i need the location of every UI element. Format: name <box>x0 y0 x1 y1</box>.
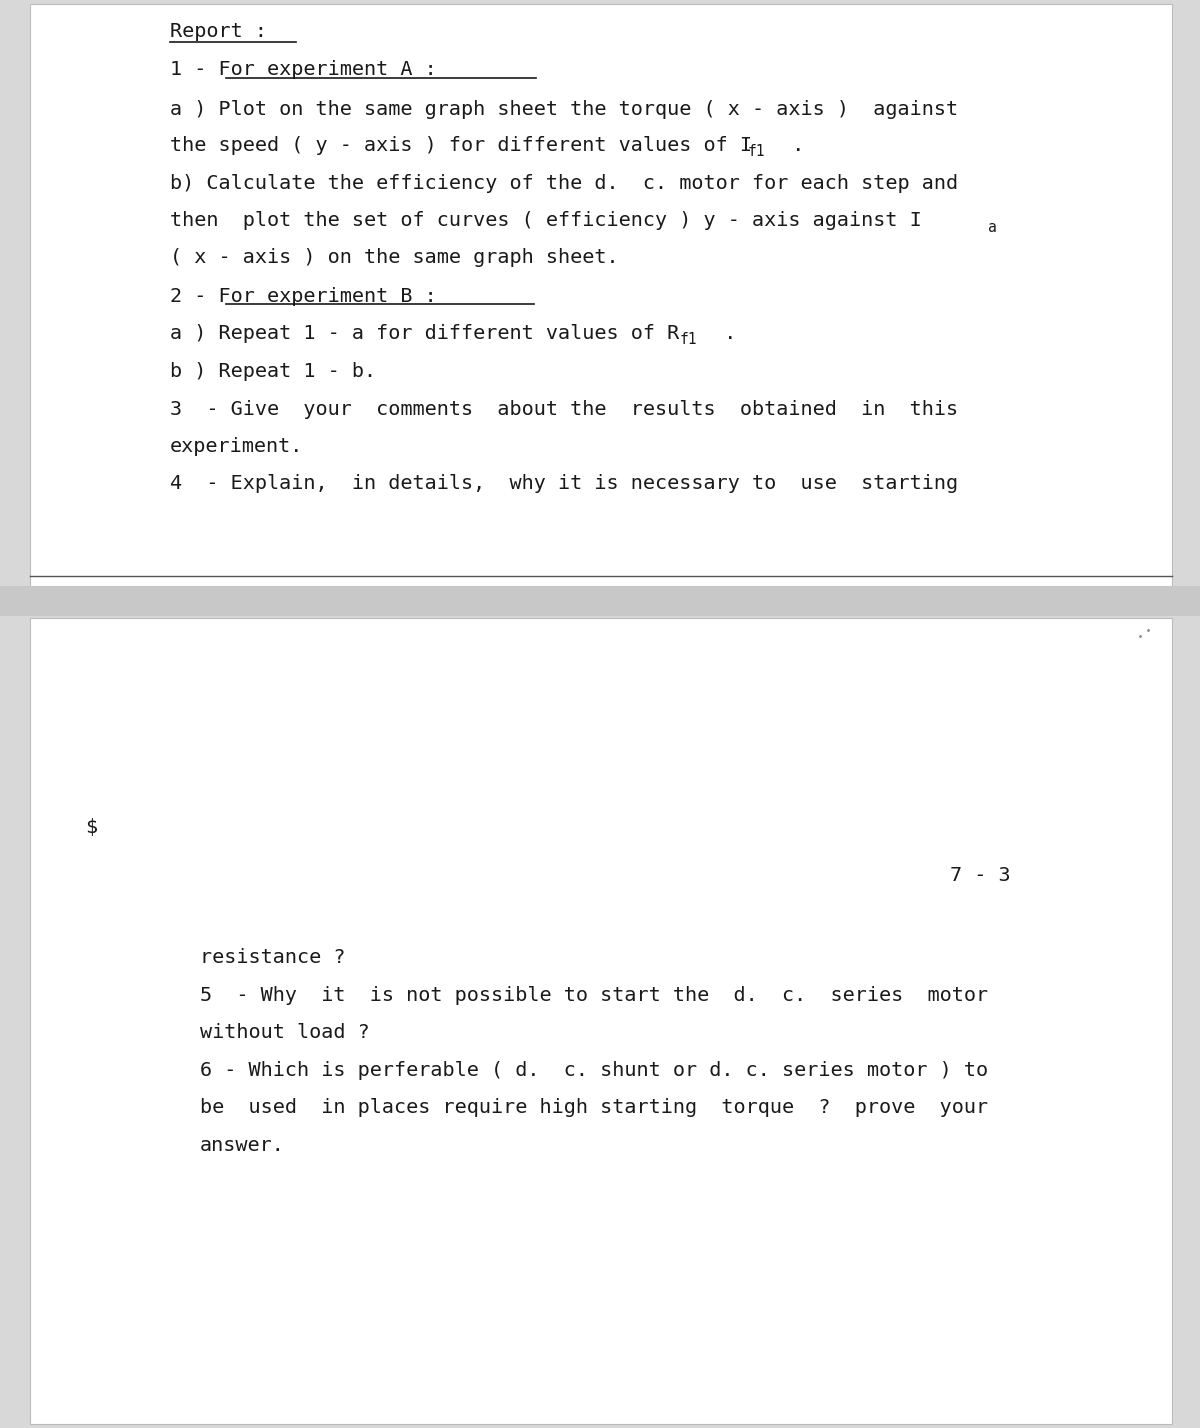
Bar <box>30 618 1172 1424</box>
Text: resistance ?: resistance ? <box>200 948 346 967</box>
Text: the speed ( y - axis ) for different values of I: the speed ( y - axis ) for different val… <box>170 136 752 156</box>
Text: f1: f1 <box>748 144 766 159</box>
Text: a ) Plot on the same graph sheet the torque ( x - axis )  against: a ) Plot on the same graph sheet the tor… <box>170 100 958 119</box>
Text: 4  - Explain,  in details,  why it is necessary to  use  starting: 4 - Explain, in details, why it is neces… <box>170 474 958 493</box>
Text: b ) Repeat 1 - b.: b ) Repeat 1 - b. <box>170 363 376 381</box>
Text: $: $ <box>85 818 97 837</box>
Text: a: a <box>988 220 997 236</box>
Text: b) Calculate the efficiency of the d.  c. motor for each step and: b) Calculate the efficiency of the d. c.… <box>170 174 958 193</box>
Text: a ) Repeat 1 - a for different values of R: a ) Repeat 1 - a for different values of… <box>170 324 679 343</box>
Text: be  used  in places require high starting  torque  ?  prove  your: be used in places require high starting … <box>200 1098 988 1117</box>
Text: 1 - For experiment A :: 1 - For experiment A : <box>170 60 437 79</box>
Text: ( x - axis ) on the same graph sheet.: ( x - axis ) on the same graph sheet. <box>170 248 619 267</box>
Text: Report :: Report : <box>170 21 266 41</box>
Text: answer.: answer. <box>200 1137 284 1155</box>
Text: 5  - Why  it  is not possible to start the  d.  c.  series  motor: 5 - Why it is not possible to start the … <box>200 985 988 1005</box>
Text: 6 - Which is perferable ( d.  c. shunt or d. c. series motor ) to: 6 - Which is perferable ( d. c. shunt or… <box>200 1061 988 1080</box>
Text: 7 - 3: 7 - 3 <box>950 865 1010 885</box>
Text: .: . <box>700 324 737 343</box>
Text: without load ?: without load ? <box>200 1022 370 1042</box>
Text: f1: f1 <box>680 331 697 347</box>
Text: experiment.: experiment. <box>170 437 304 456</box>
Text: .: . <box>768 136 804 156</box>
Text: then  plot the set of curves ( efficiency ) y - axis against I: then plot the set of curves ( efficiency… <box>170 211 922 230</box>
Text: 2 - For experiment B :: 2 - For experiment B : <box>170 287 437 306</box>
Text: 3  - Give  your  comments  about the  results  obtained  in  this: 3 - Give your comments about the results… <box>170 400 958 418</box>
Bar <box>0 585 1200 615</box>
Bar <box>30 4 1172 585</box>
